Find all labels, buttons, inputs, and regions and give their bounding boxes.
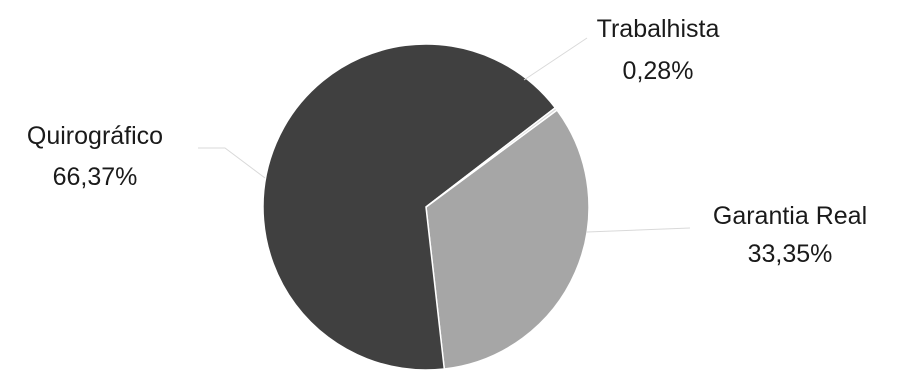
leader-line-trabalhista: [523, 37, 588, 81]
slice-label-garantia-real-value: 33,35%: [748, 240, 833, 268]
slice-label-trabalhista-name: Trabalhista: [597, 15, 720, 43]
slice-label-quirografico-value: 66,37%: [53, 163, 138, 191]
leader-line-garantia-real: [586, 227, 691, 233]
slice-label-quirografico-name: Quirográfico: [27, 122, 163, 150]
slice-label-garantia-real-name: Garantia Real: [713, 202, 867, 230]
pie-slice-trabalhista: [425, 106, 559, 208]
pie-slice-quirografico: [262, 43, 557, 371]
slice-label-trabalhista-value: 0,28%: [623, 57, 694, 85]
pie-slice-garantia-real: [425, 108, 590, 370]
leader-line-quirografico: [198, 147, 266, 179]
pie-slices: [262, 43, 590, 371]
